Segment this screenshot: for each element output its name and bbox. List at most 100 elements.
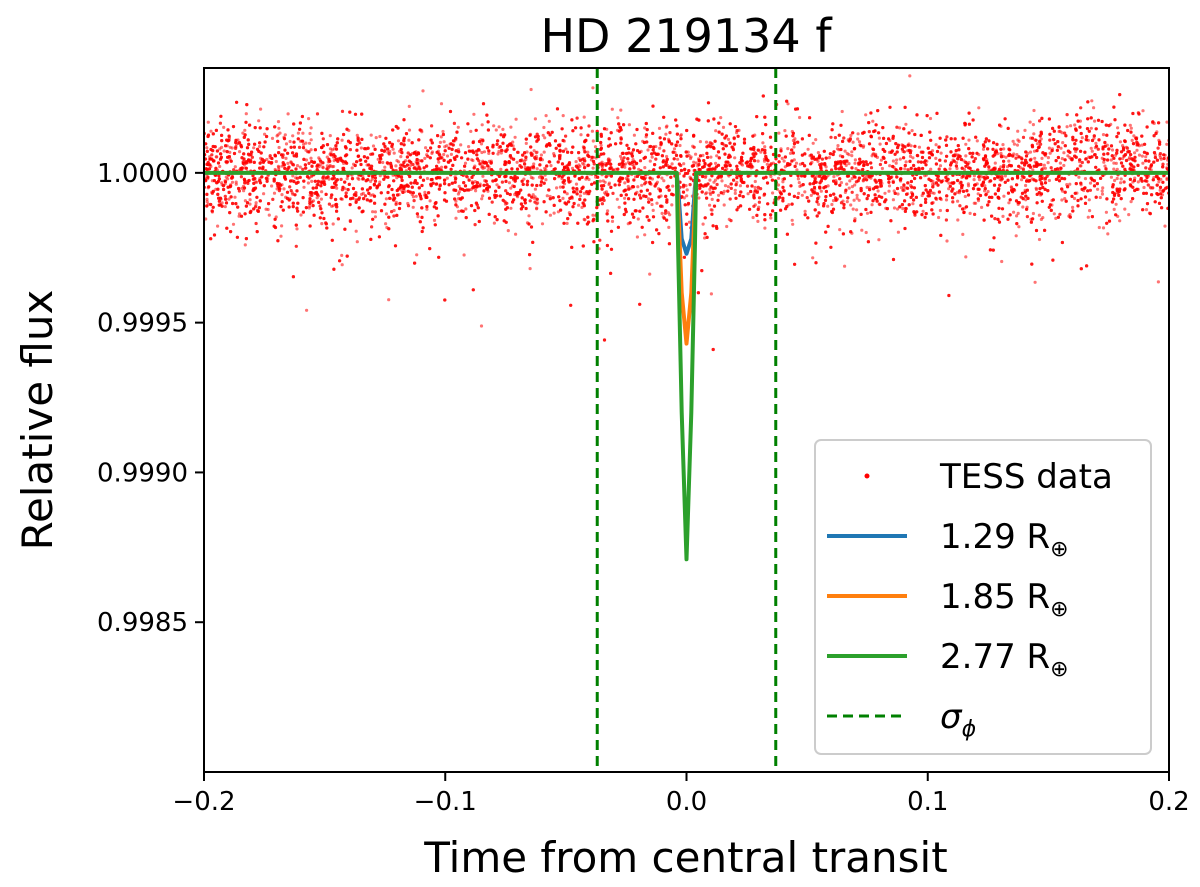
scatter-point [391, 147, 395, 151]
scatter-point [831, 199, 836, 203]
scatter-point [513, 135, 517, 139]
scatter-point [1141, 109, 1145, 113]
scatter-point [1002, 194, 1006, 198]
scatter-point [887, 189, 891, 193]
scatter-point [244, 112, 248, 116]
scatter-point [374, 136, 378, 140]
scatter-point [407, 138, 411, 142]
scatter-layer [204, 74, 1169, 352]
scatter-point [265, 157, 269, 162]
scatter-point [800, 193, 804, 197]
scatter-point [586, 150, 590, 154]
scatter-point [580, 205, 584, 209]
scatter-point [205, 146, 209, 150]
scatter-point [583, 218, 587, 222]
scatter-point [441, 129, 445, 134]
scatter-point [1046, 156, 1050, 160]
scatter-point [509, 186, 513, 190]
scatter-point [694, 161, 698, 165]
scatter-point [854, 167, 858, 171]
scatter-point [442, 152, 446, 157]
scatter-point [237, 212, 242, 216]
scatter-point [1020, 178, 1024, 182]
scatter-point [1060, 131, 1064, 135]
scatter-point [877, 136, 882, 140]
scatter-point [698, 140, 703, 144]
scatter-point [577, 203, 581, 207]
scatter-point [857, 140, 862, 144]
scatter-point [753, 185, 757, 190]
scatter-point [1023, 128, 1027, 132]
scatter-point [1165, 177, 1169, 182]
scatter-point [591, 139, 595, 143]
scatter-point [1109, 158, 1113, 162]
scatter-point [682, 196, 686, 200]
scatter-point [242, 189, 246, 193]
scatter-point [847, 186, 851, 190]
scatter-point [726, 137, 731, 141]
scatter-point [543, 166, 547, 170]
scatter-point [254, 201, 258, 205]
scatter-point [1062, 163, 1066, 168]
scatter-point [701, 222, 705, 226]
scatter-point [304, 158, 309, 162]
scatter-point [891, 159, 896, 163]
scatter-point [531, 176, 535, 180]
scatter-point [689, 155, 693, 159]
scatter-point [722, 189, 726, 193]
scatter-point [623, 196, 627, 200]
scatter-point [284, 156, 288, 160]
scatter-point [762, 159, 767, 163]
scatter-point [603, 191, 607, 195]
scatter-point [803, 209, 807, 213]
scatter-point [543, 136, 547, 140]
scatter-point [616, 116, 620, 120]
scatter-point [1039, 217, 1043, 221]
scatter-point [857, 198, 861, 202]
scatter-point [1068, 182, 1072, 186]
scatter-point [1112, 167, 1116, 171]
scatter-point [1060, 157, 1064, 161]
scatter-point [847, 153, 851, 157]
scatter-point [1157, 180, 1161, 184]
scatter-point [687, 220, 692, 224]
scatter-point [809, 193, 813, 197]
scatter-point [932, 191, 936, 195]
scatter-point [1031, 168, 1035, 172]
scatter-point [532, 162, 536, 166]
scatter-point [908, 74, 912, 78]
scatter-point [704, 191, 709, 195]
scatter-point [1114, 161, 1118, 165]
scatter-point [852, 198, 856, 202]
scatter-point [1059, 146, 1063, 150]
scatter-point [1024, 183, 1028, 188]
scatter-point [445, 154, 450, 158]
scatter-point [910, 129, 914, 133]
scatter-point [898, 157, 902, 161]
scatter-point [227, 197, 231, 201]
scatter-point [234, 182, 238, 186]
scatter-point [891, 198, 896, 202]
scatter-point [1140, 143, 1144, 147]
scatter-point [524, 158, 528, 162]
scatter-point [378, 180, 382, 184]
scatter-point [527, 214, 531, 218]
scatter-point [819, 189, 823, 193]
scatter-point [561, 196, 565, 200]
scatter-point [835, 147, 840, 151]
scatter-point [685, 188, 689, 192]
scatter-point [395, 159, 399, 163]
scatter-point [666, 211, 671, 215]
scatter-point [226, 177, 230, 181]
scatter-point [714, 129, 718, 133]
scatter-point [276, 120, 281, 124]
scatter-point [270, 184, 274, 188]
scatter-point [756, 159, 760, 163]
scatter-point [877, 238, 881, 242]
scatter-point [830, 202, 834, 207]
scatter-point [1090, 149, 1094, 153]
scatter-point [664, 132, 668, 136]
scatter-point [738, 184, 743, 188]
scatter-point [459, 143, 463, 147]
scatter-point [216, 224, 220, 228]
